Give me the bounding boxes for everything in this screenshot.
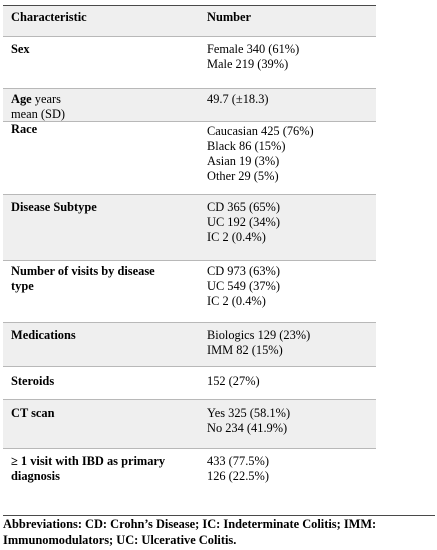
value: 152 (27%) [207,374,260,388]
row-visits-by-type: Number of visits by disease type CD 973 … [3,261,376,323]
label-disease-subtype: Disease Subtype [11,200,97,214]
label-age-bold: Age [11,92,32,106]
row-ct-scan: CT scan Yes 325 (58.1%) No 234 (41.9%) [3,400,376,449]
label-ct-scan: CT scan [11,406,55,420]
value: Biologics 129 (23%) [207,328,311,342]
values-race: Caucasian 425 (76%) Black 86 (15%) Asian… [207,122,376,184]
row-disease-subtype: Disease Subtype CD 365 (65%) UC 192 (34%… [3,195,376,261]
value: UC 549 (37%) [207,279,280,293]
label-steroids: Steroids [11,374,55,388]
value: IC 2 (0.4%) [207,294,266,308]
label-age-unit: years [31,92,61,106]
header-number: Number [207,10,252,24]
label-visits-by-type: Number of visits by disease type [11,264,155,293]
value: Asian 19 (3%) [207,154,280,168]
values-medications: Biologics 129 (23%) IMM 82 (15%) [207,328,376,358]
row-race: Race Caucasian 425 (76%) Black 86 (15%) … [3,122,376,195]
label-primary-diagnosis: ≥ 1 visit with IBD as primary diagnosis [11,454,166,483]
values-steroids: 152 (27%) [207,374,376,389]
values-disease-subtype: CD 365 (65%) UC 192 (34%) IC 2 (0.4%) [207,200,376,245]
value: Other 29 (5%) [207,169,279,183]
values-visits-by-type: CD 973 (63%) UC 549 (37%) IC 2 (0.4%) [207,264,376,309]
values-sex: Female 340 (61%) Male 219 (39%) [207,42,376,72]
label-medications: Medications [11,328,76,342]
label-race: Race [11,122,38,136]
value: Female 340 (61%) [207,42,300,56]
value: CD 973 (63%) [207,264,280,278]
value: 49.7 (±18.3) [207,92,269,106]
row-steroids: Steroids 152 (27%) [3,367,376,400]
value: 433 (77.5%) [207,454,269,468]
header-characteristic: Characteristic [11,10,87,24]
footnote-line: Abbreviations: CD: Crohn’s Disease; IC: … [3,517,377,531]
label-age: Age years mean (SD) [3,92,207,122]
label-sex: Sex [11,42,30,56]
values-age: 49.7 (±18.3) [207,92,376,107]
value: UC 192 (34%) [207,215,280,229]
row-primary-diagnosis: ≥ 1 visit with IBD as primary diagnosis … [3,449,376,491]
value: Yes 325 (58.1%) [207,406,291,420]
label-age-stat: mean (SD) [11,107,66,121]
row-sex: Sex Female 340 (61%) Male 219 (39%) [3,37,376,89]
value: Black 86 (15%) [207,139,286,153]
values-primary-diagnosis: 433 (77.5%) 126 (22.5%) [207,454,376,484]
row-age: Age years mean (SD) 49.7 (±18.3) [3,89,376,122]
value: IMM 82 (15%) [207,343,283,357]
footnote: Abbreviations: CD: Crohn’s Disease; IC: … [3,515,435,548]
value: IC 2 (0.4%) [207,230,266,244]
value: 126 (22.5%) [207,469,269,483]
value: Male 219 (39%) [207,57,289,71]
value: CD 365 (65%) [207,200,280,214]
values-ct-scan: Yes 325 (58.1%) No 234 (41.9%) [207,406,376,436]
value: No 234 (41.9%) [207,421,288,435]
table-header: Characteristic Number [3,6,376,37]
value: Caucasian 425 (76%) [207,124,314,138]
footnote-line: Immunomodulators; UC: Ulcerative Colitis… [3,532,237,547]
characteristics-table: Characteristic Number Sex Female 340 (61… [3,5,376,491]
row-medications: Medications Biologics 129 (23%) IMM 82 (… [3,323,376,367]
